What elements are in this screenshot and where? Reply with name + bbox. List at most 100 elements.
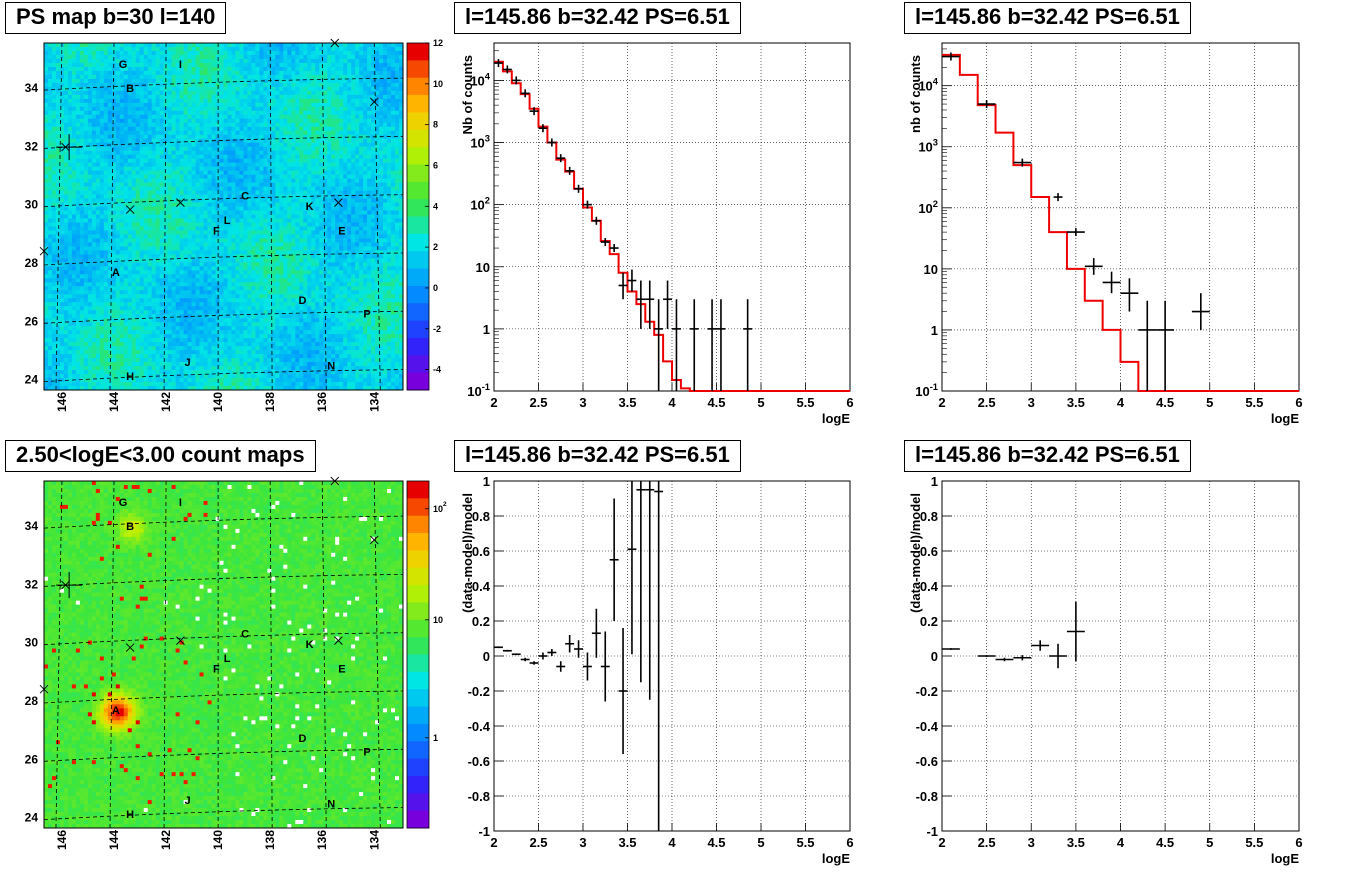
heatmap-cell (271, 246, 276, 251)
heatmap-cell (155, 250, 161, 255)
heatmap-cell (255, 194, 260, 199)
heatmap-cell (87, 174, 93, 179)
heatmap-cell (87, 90, 93, 96)
heatmap-cell (75, 150, 81, 156)
heatmap-cell (51, 226, 57, 231)
heatmap-cell (155, 78, 161, 84)
heatmap-cell (187, 74, 192, 80)
heatmap-cell (199, 102, 204, 108)
heatmap-cell (107, 158, 113, 164)
heatmap-cell (44, 210, 49, 215)
heatmap-cell (271, 234, 276, 239)
heatmap-cell (283, 166, 288, 171)
heatmap-cell (87, 190, 93, 195)
heatmap-cell (367, 190, 372, 195)
heatmap-cell (151, 198, 157, 203)
heatmap-cell (399, 166, 404, 171)
heatmap-cell (323, 154, 328, 160)
heatmap-cell (279, 114, 284, 120)
heatmap-cell (83, 250, 89, 255)
heatmap-cell (199, 43, 204, 48)
heatmap-cell (187, 218, 192, 223)
heatmap-cell (319, 86, 324, 92)
heatmap-cell (107, 262, 113, 267)
heatmap-cell (175, 43, 180, 48)
heatmap-cell (359, 214, 364, 219)
heatmap-cell (59, 174, 65, 179)
heatmap-cell (103, 214, 109, 219)
heatmap-cell (395, 138, 400, 144)
heatmap-cell (307, 206, 312, 211)
heatmap-cell (47, 190, 53, 195)
heatmap-cell (231, 178, 236, 183)
heatmap-cell (303, 43, 308, 48)
heatmap-cell (203, 258, 208, 263)
heatmap-cell (367, 118, 372, 124)
heatmap-cell (195, 102, 200, 108)
heatmap-cell (259, 258, 264, 263)
heatmap-cell (275, 210, 280, 215)
heatmap-cell (215, 234, 220, 239)
heatmap-cell (131, 226, 137, 231)
heatmap-cell (223, 146, 228, 152)
heatmap-cell (151, 118, 157, 124)
heatmap-cell (183, 178, 188, 183)
heatmap-cell (63, 130, 69, 136)
heatmap-cell (343, 190, 348, 195)
heatmap-cell (155, 230, 161, 235)
heatmap-cell (239, 174, 244, 179)
heatmap-cell (203, 86, 208, 92)
heatmap-cell (159, 250, 165, 255)
heatmap-cell (227, 226, 232, 231)
heatmap-cell (383, 258, 388, 263)
heatmap-cell (303, 170, 308, 175)
heatmap-cell (171, 154, 176, 160)
heatmap-cell (119, 90, 125, 96)
heatmap-cell (351, 198, 356, 203)
heatmap-cell (63, 118, 69, 124)
heatmap-cell (363, 130, 368, 136)
heatmap-cell (155, 238, 161, 243)
heatmap-cell (107, 178, 113, 183)
heatmap-cell (291, 62, 296, 68)
heatmap-cell (227, 46, 232, 52)
heatmap-cell (299, 166, 304, 171)
heatmap-cell (323, 54, 328, 60)
heatmap-cell (227, 206, 232, 211)
heatmap-cell (87, 162, 93, 167)
heatmap-cell (275, 102, 280, 108)
heatmap-cell (111, 154, 117, 160)
heatmap-cell (235, 202, 240, 207)
heatmap-cell (203, 210, 208, 215)
heatmap-cell (91, 166, 97, 171)
heatmap-cell (99, 170, 105, 175)
heatmap-cell (47, 262, 53, 267)
heatmap-cell (307, 150, 312, 156)
heatmap-cell (107, 186, 113, 191)
heatmap-cell (123, 54, 129, 60)
heatmap-cell (395, 218, 400, 223)
heatmap-cell (375, 106, 380, 112)
heatmap-cell (315, 162, 320, 167)
heatmap-cell (195, 154, 200, 160)
heatmap-cell (255, 98, 260, 104)
heatmap-cell (207, 142, 212, 148)
heatmap-cell (255, 154, 260, 160)
heatmap-cell (155, 242, 161, 247)
heatmap-cell (339, 94, 344, 100)
heatmap-cell (139, 226, 145, 231)
heatmap-cell (139, 146, 145, 152)
heatmap-cell (247, 62, 252, 68)
heatmap-cell (215, 246, 220, 251)
heatmap-cell (387, 214, 392, 219)
heatmap-cell (247, 94, 252, 100)
heatmap-cell (307, 122, 312, 128)
heatmap-cell (327, 66, 332, 72)
heatmap-cell (267, 250, 272, 255)
heatmap-cell (327, 214, 332, 219)
heatmap-cell (203, 66, 208, 72)
heatmap-cell (391, 146, 396, 152)
heatmap-cell (123, 118, 129, 124)
heatmap-cell (363, 142, 368, 148)
heatmap-cell (295, 86, 300, 92)
